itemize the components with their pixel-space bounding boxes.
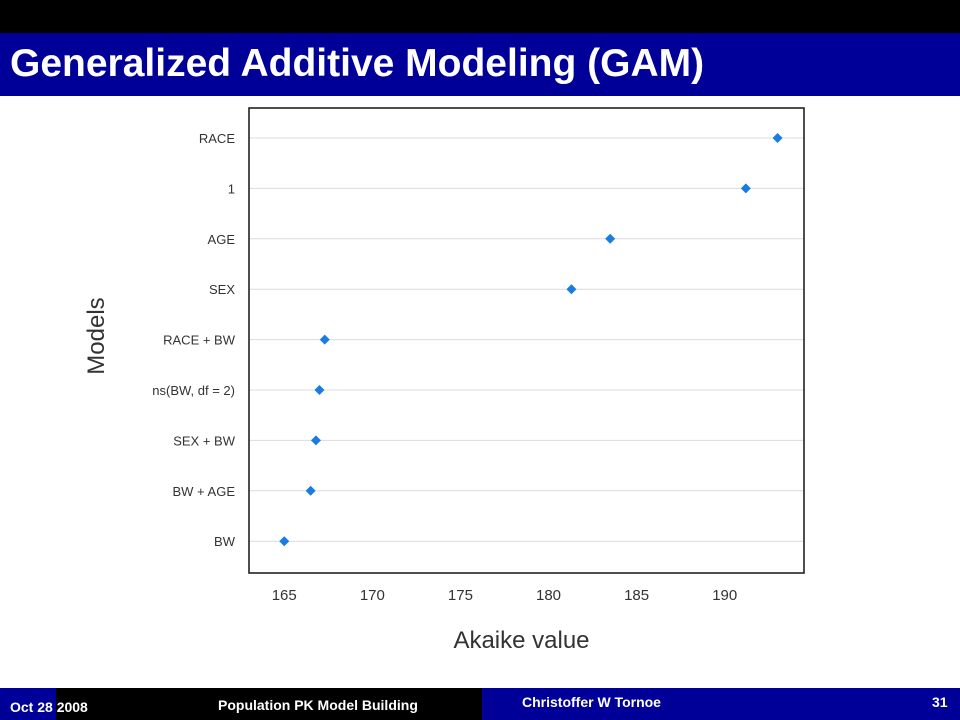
x-tick-label: 180 bbox=[536, 587, 561, 604]
footer-course-title: Population PK Model Building bbox=[218, 697, 418, 713]
y-tick-label: ns(BW, df = 2) bbox=[152, 383, 235, 398]
y-axis-title: Models bbox=[83, 297, 110, 374]
data-point bbox=[566, 284, 577, 295]
y-tick-label: BW + AGE bbox=[173, 484, 236, 499]
y-tick-label: SEX bbox=[209, 282, 235, 297]
slide-title: Generalized Additive Modeling (GAM) bbox=[10, 42, 705, 85]
data-point bbox=[740, 183, 751, 194]
y-tick-label: SEX + BW bbox=[173, 433, 235, 448]
y-tick-label: RACE bbox=[199, 131, 235, 146]
x-tick-label: 185 bbox=[624, 587, 649, 604]
data-point bbox=[305, 485, 316, 496]
x-tick-label: 170 bbox=[360, 587, 385, 604]
y-tick-label: RACE + BW bbox=[163, 333, 236, 348]
data-point bbox=[314, 385, 325, 395]
aic-dot-chart: RACE 1 AGE SEX RACE + BW ns(BW, df = 2) SEX + … bbox=[83, 107, 805, 654]
top-bar bbox=[0, 0, 960, 33]
data-point bbox=[279, 536, 290, 547]
y-tick-label: BW bbox=[214, 534, 236, 549]
footer-segment bbox=[56, 688, 482, 720]
y-tick-label: AGE bbox=[208, 232, 236, 247]
x-tick-label: 165 bbox=[272, 587, 297, 604]
plot-frame bbox=[248, 107, 805, 574]
x-tick-label: 190 bbox=[712, 587, 737, 604]
footer-date: Oct 28 2008 bbox=[10, 699, 88, 715]
x-axis-title: Akaike value bbox=[453, 627, 589, 654]
data-point bbox=[310, 435, 321, 446]
y-tick-label: 1 bbox=[228, 181, 235, 196]
footer-page-number: 31 bbox=[932, 694, 948, 710]
data-point bbox=[605, 233, 616, 244]
x-tick-label: 175 bbox=[448, 587, 473, 604]
title-band bbox=[0, 33, 960, 96]
data-point bbox=[772, 133, 783, 143]
data-point bbox=[319, 334, 330, 345]
footer-author: Christoffer W Tornoe bbox=[522, 694, 661, 710]
